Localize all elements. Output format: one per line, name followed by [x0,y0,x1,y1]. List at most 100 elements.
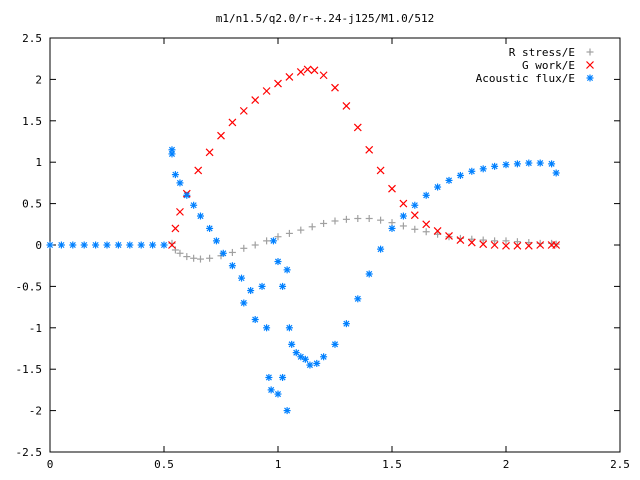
data-point [263,324,271,332]
data-point [168,150,176,158]
legend-label: G work/E [522,59,575,72]
y-tick-label: -1 [29,322,42,335]
x-tick-label: 0.5 [154,458,174,471]
data-point [456,171,464,179]
data-point [258,282,266,290]
data-point [183,253,191,261]
data-point [365,215,373,223]
y-tick-label: -1.5 [16,363,43,376]
data-point [502,161,510,169]
data-point [502,241,510,250]
data-point [479,240,488,249]
data-point [46,241,54,249]
data-point [513,160,521,168]
data-point [552,169,560,177]
data-point [194,166,203,175]
data-point [445,231,453,240]
data-point [219,249,227,257]
data-point [434,183,442,191]
data-point [433,226,442,235]
data-point [320,353,328,361]
data-point [524,241,533,250]
data-point [303,65,312,74]
data-point [308,223,316,231]
data-point [285,324,293,332]
data-point [190,201,198,209]
data-point [262,87,271,95]
data-point [171,171,179,179]
data-point [196,255,204,263]
data-point [376,166,385,175]
data-point [176,249,184,257]
data-point [297,226,305,234]
data-point [342,320,350,328]
tick-labels: 0 0.5 1 1.5 2 2.5 -2.5 -2 -1.5 -1 -0.5 0 0.5 1 1.5 2 2.5 [16,32,630,471]
data-point [251,96,260,105]
data-point [171,224,180,233]
data-point [513,241,522,250]
data-point [274,233,282,241]
data-point [331,340,339,348]
data-point [265,373,273,381]
data-point [285,229,293,237]
data-point [342,215,350,223]
data-point [456,236,465,244]
y-tick-label: -2.5 [16,446,43,459]
data-point [206,224,214,232]
data-point [57,241,65,249]
data-point [176,207,184,216]
y-tick-label: -0.5 [16,280,43,293]
data-point [399,199,408,208]
data-point [103,241,111,249]
x-tick-label: 1 [275,458,282,471]
data-point [228,262,236,270]
legend-marker [586,74,594,82]
data-point [228,118,237,127]
data-point [410,211,419,220]
data-point [279,373,287,381]
data-marks [46,65,561,415]
x-tick-label: 1.5 [382,458,402,471]
data-point [274,390,282,398]
data-point [263,237,271,245]
data-point [411,225,419,233]
data-point [445,176,453,184]
data-point [240,299,248,307]
data-point [377,245,385,253]
data-point [434,230,442,238]
data-point [331,83,339,92]
data-point [331,217,339,225]
y-tick-label: 1.5 [22,115,42,128]
data-point [342,101,351,110]
data-point [69,241,77,249]
data-point [196,212,204,220]
data-point [92,241,100,249]
data-point [212,237,220,245]
data-point [251,316,259,324]
data-point [388,184,396,193]
data-point [137,241,145,249]
data-point [313,359,321,367]
data-point [251,241,259,249]
data-point [114,241,122,249]
y-tick-label: 0 [35,239,42,252]
x-tick-label: 0 [47,458,54,471]
data-point [247,287,255,295]
data-point [285,72,294,81]
data-point [365,270,373,278]
data-point [217,131,225,140]
y-tick-label: 0.5 [22,198,42,211]
data-point [160,241,168,249]
chart-title: m1/n1.5/q2.0/r-+.24-j125/M1.0/512 [216,12,435,25]
data-point [279,282,287,290]
data-point [513,238,521,246]
data-point [491,237,499,245]
data-point [422,220,431,229]
data-point [190,254,198,262]
data-point [240,244,248,252]
data-point [388,224,396,232]
